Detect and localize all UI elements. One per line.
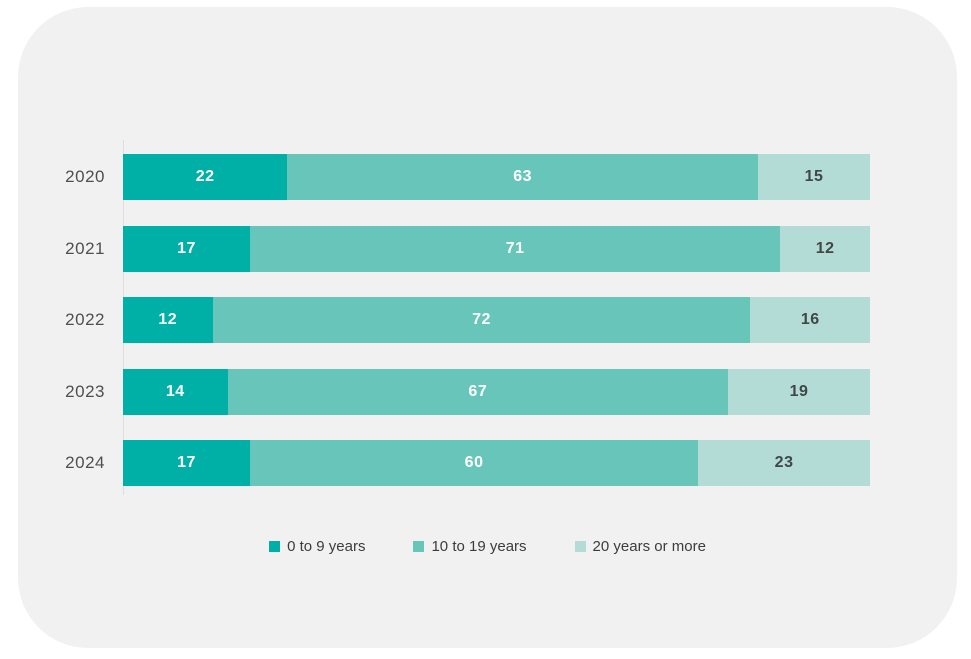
bar-segment-10to19: 60 bbox=[249, 440, 699, 486]
legend-label: 10 to 19 years bbox=[431, 537, 527, 555]
bar-value-label: 63 bbox=[513, 168, 533, 185]
bar-row-2024: 2024 17 60 23 bbox=[18, 440, 870, 486]
bar-value-label: 72 bbox=[472, 311, 491, 328]
bar-segment-10to19: 67 bbox=[227, 368, 729, 415]
bar-segment-20plus: 19 bbox=[728, 368, 870, 415]
stacked-bar: 17 60 23 bbox=[123, 440, 870, 486]
legend-label: 0 to 9 years bbox=[287, 537, 366, 555]
bar-row-2022: 2022 12 72 16 bbox=[18, 297, 870, 343]
legend-swatch-10to19 bbox=[413, 540, 425, 552]
chart-card: 2020 22 63 15 2021 17 71 bbox=[18, 7, 957, 648]
bar-segment-10to19: 63 bbox=[287, 154, 758, 200]
category-label: 2023 bbox=[65, 381, 105, 401]
legend-item-20plus: 20 years or more bbox=[574, 537, 706, 555]
category-label: 2024 bbox=[65, 453, 105, 472]
bar-value-label: 17 bbox=[177, 239, 196, 257]
legend-label: 20 years or more bbox=[592, 537, 706, 555]
bar-value-label: 22 bbox=[195, 168, 215, 185]
bar-segment-0to9: 17 bbox=[123, 440, 250, 486]
legend-swatch-20plus bbox=[574, 540, 586, 552]
bar-value-label: 15 bbox=[804, 168, 824, 185]
category-label: 2020 bbox=[65, 167, 105, 186]
bar-segment-10to19: 72 bbox=[212, 297, 751, 343]
bar-segment-20plus: 16 bbox=[750, 297, 870, 343]
legend-swatch-0to9 bbox=[269, 540, 281, 552]
bar-value-label: 60 bbox=[464, 454, 484, 471]
bar-row-2023: 2023 14 67 19 bbox=[18, 368, 870, 415]
legend-item-0to9: 0 to 9 years bbox=[269, 538, 365, 555]
bar-segment-20plus: 23 bbox=[698, 440, 870, 486]
bar-row-2020: 2020 22 63 15 bbox=[18, 154, 870, 200]
legend-item-10to19: 10 to 19 years bbox=[413, 537, 527, 555]
stacked-bar: 12 72 16 bbox=[123, 297, 870, 343]
bar-value-label: 23 bbox=[774, 454, 794, 471]
bar-segment-20plus: 15 bbox=[757, 154, 870, 200]
stacked-bar: 22 63 15 bbox=[123, 154, 870, 200]
stacked-bar: 14 67 19 bbox=[123, 368, 870, 415]
bar-segment-20plus: 12 bbox=[780, 225, 870, 272]
bar-value-label: 67 bbox=[468, 382, 488, 400]
bar-segment-0to9: 14 bbox=[123, 368, 228, 415]
bar-segment-0to9: 22 bbox=[123, 154, 288, 200]
stacked-bar-chart: 2020 22 63 15 2021 17 71 bbox=[18, 154, 870, 486]
bar-value-label: 12 bbox=[815, 239, 835, 257]
bar-row-2021: 2021 17 71 12 bbox=[18, 225, 870, 272]
category-label: 2022 bbox=[65, 310, 105, 329]
category-label: 2021 bbox=[65, 238, 105, 258]
bar-segment-10to19: 71 bbox=[249, 225, 781, 272]
bar-value-label: 14 bbox=[165, 382, 185, 400]
bar-segment-0to9: 17 bbox=[123, 225, 250, 272]
stacked-bar: 17 71 12 bbox=[123, 225, 870, 272]
bar-value-label: 12 bbox=[158, 311, 178, 328]
bar-segment-0to9: 12 bbox=[123, 297, 213, 343]
bar-value-label: 71 bbox=[505, 239, 525, 257]
bar-value-label: 17 bbox=[177, 454, 196, 471]
legend: 0 to 9 years 10 to 19 years 20 years or … bbox=[18, 537, 957, 555]
bar-value-label: 19 bbox=[789, 382, 809, 400]
bar-value-label: 16 bbox=[800, 311, 820, 328]
